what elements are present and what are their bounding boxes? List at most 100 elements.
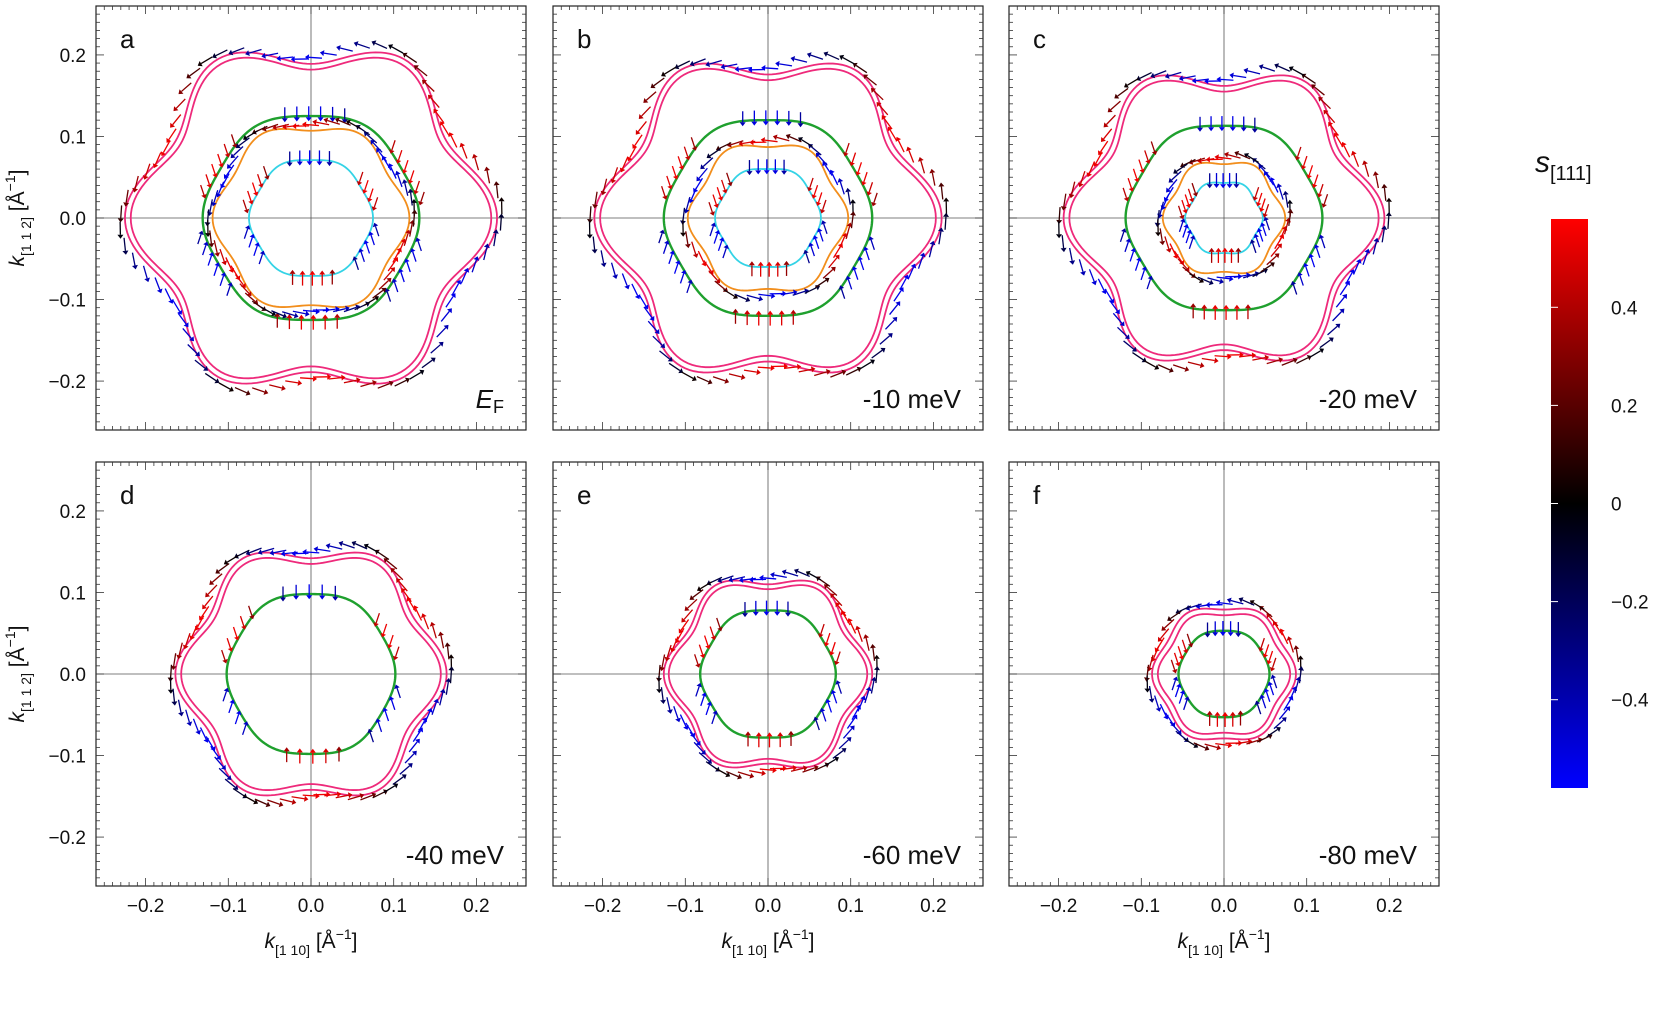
spin-arrow [1177, 646, 1183, 657]
spin-arrowhead [319, 50, 325, 57]
spin-arrowhead [1278, 357, 1284, 363]
spin-arrow [709, 225, 714, 237]
spin-arrow [1181, 199, 1186, 211]
spin-arrowhead [245, 50, 250, 56]
x-axis-title: k[1 10] [Å−1] [264, 926, 357, 958]
spin-arrowhead [728, 576, 733, 583]
x-tick-label: 0.2 [920, 896, 946, 917]
spin-arrowhead [1199, 362, 1205, 369]
spin-arrow [728, 373, 742, 378]
spin-arrow [879, 335, 891, 345]
spin-arrowhead [229, 699, 235, 704]
spin-arrowhead [1208, 279, 1214, 286]
spin-arrowhead [1342, 294, 1347, 299]
spin-arrowhead [1218, 127, 1225, 132]
spin-arrowhead [732, 293, 738, 299]
spin-arrowhead [1306, 174, 1312, 179]
spin-arrow [1178, 693, 1184, 704]
spin-arrow [386, 291, 392, 302]
contour-outer-pink [662, 579, 874, 769]
spin-arrowhead [1176, 683, 1182, 688]
spin-arrow [449, 670, 453, 684]
spin-arrowhead [717, 626, 723, 632]
spin-arrow [207, 584, 218, 595]
spin-arrows-green [221, 584, 401, 764]
spin-arrowhead [762, 121, 769, 126]
spin-arrow [859, 361, 872, 370]
spin-arrow [730, 140, 744, 146]
spin-arrowhead [1216, 744, 1222, 751]
spin-arrowhead [186, 73, 192, 79]
spin-arrowhead [211, 201, 217, 207]
spin-arrowhead [493, 181, 500, 186]
spin-arrow [1271, 180, 1279, 193]
spin-arrowhead [336, 791, 342, 798]
spin-arrow [917, 256, 924, 269]
colorbar-tick-label: −0.4 [1611, 691, 1649, 712]
spin-arrowhead [724, 378, 730, 384]
spin-arrowhead [1290, 281, 1297, 286]
spin-arrow [200, 56, 213, 65]
spin-arrowhead [166, 137, 172, 143]
spin-arrow [813, 764, 827, 772]
spin-arrowhead [1204, 745, 1210, 751]
spin-arrowhead [439, 121, 445, 127]
spin-arrowhead [1178, 655, 1185, 660]
spin-arrow [1278, 229, 1286, 242]
spin-arrow [662, 243, 668, 254]
spin-arrow [810, 245, 815, 257]
spin-arrowhead [627, 156, 633, 162]
spin-arrow [1252, 270, 1265, 278]
spin-arrow [229, 155, 239, 167]
spin-arrowhead [203, 241, 209, 247]
spin-arrowhead [666, 709, 673, 714]
contour-outer-pink [174, 551, 448, 797]
spin-arrow [720, 575, 734, 581]
spin-arrow [1277, 65, 1291, 72]
spin-arrow [1175, 730, 1187, 740]
spin-arrow [213, 189, 219, 203]
spin-arrow [1105, 114, 1116, 125]
spin-arrow [873, 192, 878, 203]
spin-arrowhead [170, 122, 175, 128]
spin-arrow [857, 162, 863, 173]
spin-arrow [1207, 277, 1221, 282]
spin-arrowhead [670, 647, 676, 653]
spin-arrowhead [1206, 184, 1213, 189]
spin-arrow [764, 139, 778, 143]
spin-arrowhead [742, 613, 748, 618]
spin-arrow [594, 191, 598, 205]
spin-arrowhead [313, 546, 318, 553]
spin-arrowhead [841, 232, 848, 238]
spin-arrows-cyan [1177, 173, 1271, 263]
spin-arrowhead [740, 374, 746, 380]
spin-arrow [349, 121, 362, 130]
spin-arrow [1127, 77, 1139, 86]
spin-arrowhead [839, 54, 845, 61]
spin-arrow [1255, 237, 1261, 248]
spin-arrow [225, 257, 232, 270]
spin-arrow [687, 598, 698, 609]
spin-arrowhead [824, 277, 830, 283]
spin-arrowhead [749, 772, 755, 779]
energy-label: -20 meV [1319, 384, 1418, 414]
spin-arrowhead [117, 234, 124, 239]
spin-arrow [690, 137, 696, 148]
spin-arrowhead [201, 194, 207, 199]
spin-arrowhead [390, 267, 395, 273]
spin-arrow [1173, 652, 1179, 663]
spin-arrow [610, 262, 616, 276]
spin-arrow [1080, 170, 1086, 184]
spin-arrowhead [1258, 647, 1264, 652]
spin-arrowhead [427, 708, 433, 713]
spin-arrowhead [1263, 688, 1270, 693]
spin-arrowhead [650, 83, 656, 89]
spin-arrow [698, 644, 704, 655]
spin-arrow [857, 629, 863, 642]
spin-arrow [759, 768, 773, 771]
x-tick-label: −0.1 [210, 896, 248, 917]
spin-arrow [499, 217, 502, 231]
spin-arrow [742, 577, 756, 581]
spin-arrow [241, 724, 247, 736]
spin-arrowhead [1219, 278, 1224, 285]
